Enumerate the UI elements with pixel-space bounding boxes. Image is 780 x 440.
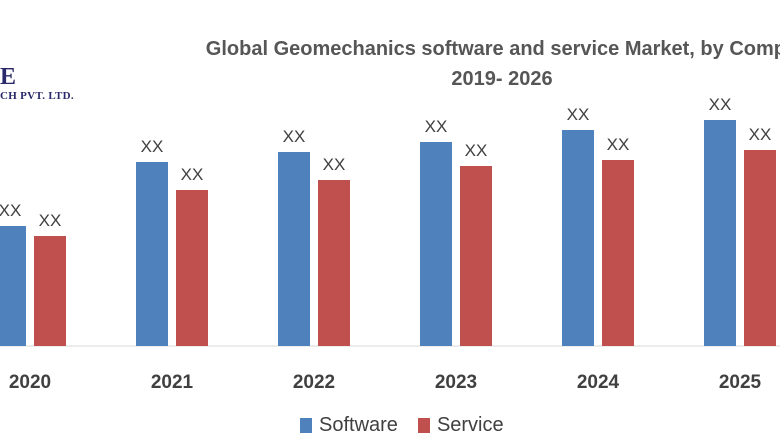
data-label-service-2025: XX	[749, 125, 772, 144]
x-tick-label-2023: 2023	[435, 372, 477, 393]
bar-software-2025	[704, 120, 736, 346]
x-tick-label-2021: 2021	[151, 372, 194, 393]
legend-swatch-software	[300, 418, 312, 433]
data-label-service-2023: XX	[465, 141, 488, 160]
data-label-service-2021: XX	[181, 165, 204, 184]
bar-software-2024	[562, 130, 594, 346]
data-label-software-2020: XX	[0, 201, 21, 220]
data-label-service-2024: XX	[607, 135, 630, 154]
company-logo: E CH PVT. LTD.	[0, 64, 110, 108]
data-label-software-2023: XX	[425, 117, 448, 136]
chart-title-line-1: Global Geomechanics software and service…	[205, 38, 780, 60]
bar-service-2020	[34, 236, 66, 346]
data-label-service-2022: XX	[323, 155, 346, 174]
bar-software-2021	[136, 162, 168, 346]
legend-label-service: Service	[436, 414, 504, 436]
legend-swatch-service	[417, 418, 430, 433]
data-label-software-2022: XX	[283, 127, 306, 146]
chart-title-line-2: 2019- 2026	[451, 68, 553, 90]
logo-mark: E	[0, 64, 17, 90]
bar-service-2021	[176, 190, 208, 346]
bar-software-2020	[0, 226, 26, 346]
x-tick-label-2020: 2020	[9, 372, 51, 393]
chart-title: Global Geomechanics software and service…	[0, 34, 780, 94]
data-label-service-2020: XX	[39, 211, 62, 230]
data-label-software-2024: XX	[567, 105, 590, 124]
x-tick-label-2022: 2022	[293, 372, 335, 393]
bar-service-2024	[602, 160, 634, 346]
bar-service-2025	[744, 150, 776, 346]
legend-item-software: Software	[300, 414, 398, 437]
x-tick-label-2025: 2025	[719, 372, 762, 393]
chart-legend: Software Service	[300, 414, 524, 437]
logo-subtitle: CH PVT. LTD.	[0, 90, 74, 102]
legend-label-software: Software	[319, 414, 398, 436]
x-tick-label-2024: 2024	[577, 372, 620, 393]
bar-software-2023	[420, 142, 452, 346]
bar-service-2022	[318, 180, 350, 346]
bar-software-2022	[278, 152, 310, 346]
data-label-software-2025: XX	[709, 95, 732, 114]
data-label-software-2021: XX	[141, 137, 164, 156]
legend-item-service: Service	[417, 414, 504, 437]
bar-service-2023	[460, 166, 492, 346]
